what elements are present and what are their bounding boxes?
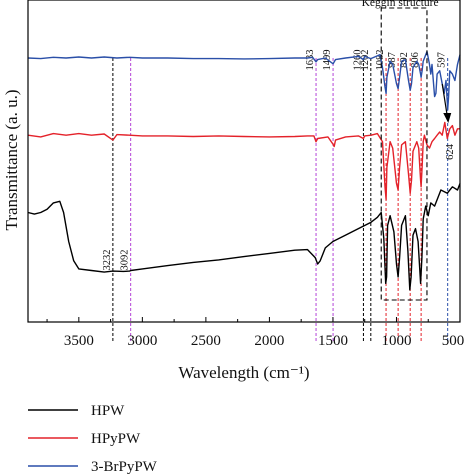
y-axis-title: Transmittance (a. u.) — [2, 89, 21, 230]
legend: HPW HPyPW 3-BrPyPW — [28, 403, 158, 474]
reference-line-label: 1633 — [305, 50, 316, 71]
x-tick-label: 1000 — [381, 333, 411, 349]
x-tick-label: 1500 — [318, 333, 348, 349]
x-tick-label: 2000 — [254, 333, 284, 349]
plot-frame — [27, 0, 461, 323]
series-line — [27, 183, 461, 291]
x-tick-label: 500 — [442, 333, 465, 349]
x-axis-title: Wavelength (cm⁻¹) — [178, 363, 309, 382]
x-tick-label: 3000 — [127, 333, 157, 349]
annotations: Keggin structure 624 — [362, 0, 456, 301]
reference-line-label: 987 — [387, 52, 398, 68]
reference-line-label: 3092 — [120, 250, 131, 271]
spectrum-series — [27, 50, 461, 291]
arrow-head — [443, 113, 452, 123]
keggin-structure-box — [380, 7, 428, 301]
reference-line-label: 597 — [437, 52, 448, 68]
reference-line-label: 1260 — [352, 50, 363, 71]
series-line — [27, 50, 461, 111]
arrow-shaft — [441, 83, 448, 117]
legend-label: 3-BrPyPW — [91, 459, 158, 474]
legend-label: HPyPW — [91, 431, 141, 447]
reference-line-label: 3232 — [102, 250, 113, 271]
series-line — [27, 121, 460, 201]
x-tick-label: 3500 — [64, 333, 94, 349]
arrow-label: 624 — [445, 143, 456, 160]
x-axis-ticks: 3500 3000 2500 2000 1500 1000 500 — [46, 317, 465, 349]
reference-line-label: 806 — [410, 52, 421, 68]
reference-line-label: 1202 — [360, 50, 371, 71]
keggin-structure-label: Keggin structure — [362, 0, 439, 9]
x-tick-label: 2500 — [191, 333, 221, 349]
legend-label: HPW — [91, 403, 125, 419]
